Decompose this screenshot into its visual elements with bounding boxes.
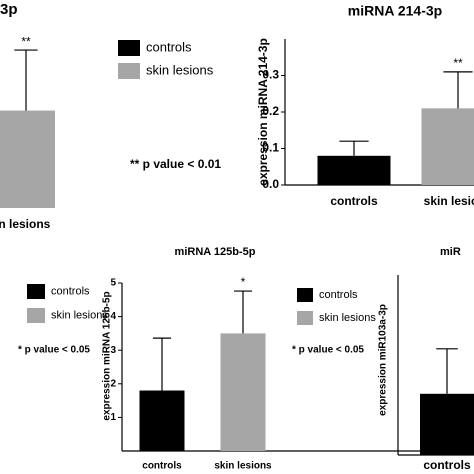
significance: * [241, 275, 246, 289]
bar [317, 155, 391, 185]
legend-label: skin lesions [146, 62, 214, 77]
x-tick-label: controls [142, 461, 182, 472]
x-tick-label: controls [330, 194, 378, 208]
chart-title: miRNA 125b-5p [175, 246, 256, 258]
y-axis-label: expression miR103a-3p [378, 304, 389, 416]
legend-swatch [27, 284, 45, 299]
legend-swatch [118, 63, 140, 79]
x-tick-label: skin lesions [424, 194, 474, 208]
chart-title: miR [440, 246, 461, 258]
annotation: * p value < 0.05 [292, 345, 364, 356]
y-tick-label: 0.1 [262, 141, 279, 155]
y-tick-label: 1 [110, 412, 116, 423]
legend-label: skin lesions [51, 309, 108, 321]
y-tick-label: 5 [110, 278, 116, 289]
legend-swatch [297, 288, 313, 302]
significance: ** [21, 34, 31, 48]
x-tick-label: skin lesions [0, 217, 51, 231]
bar [420, 393, 474, 455]
y-axis-label: expression miRNA 125b-5p [102, 291, 113, 420]
legend-swatch [297, 311, 313, 325]
y-tick-label: 0.3 [262, 68, 279, 82]
bar [139, 390, 185, 451]
bar [0, 110, 55, 208]
x-tick-label: controls [423, 458, 471, 472]
legend-label: skin lesions [319, 312, 376, 324]
y-tick-label: 0.2 [262, 104, 279, 118]
x-tick-label: skin lesions [214, 461, 272, 472]
legend-label: controls [319, 289, 358, 301]
y-axis-label: expression miRNA 214-3p [256, 38, 270, 186]
bar [220, 333, 266, 451]
y-tick-label: 2 [110, 378, 116, 389]
bar [421, 108, 474, 185]
legend-label: controls [51, 285, 90, 297]
significance: ** [453, 56, 463, 70]
chart-title: miRNA 214-3p [348, 3, 442, 19]
legend-label: controls [146, 39, 192, 54]
annotation: * p value < 0.05 [18, 345, 90, 356]
legend-swatch [27, 308, 45, 323]
chart-title: 3p [0, 1, 18, 18]
y-tick-label: 4 [110, 311, 116, 322]
y-tick-label: 0.0 [262, 177, 279, 191]
y-tick-label: 3 [110, 345, 116, 356]
annotation: ** p value < 0.01 [130, 157, 221, 171]
legend-swatch [118, 40, 140, 56]
